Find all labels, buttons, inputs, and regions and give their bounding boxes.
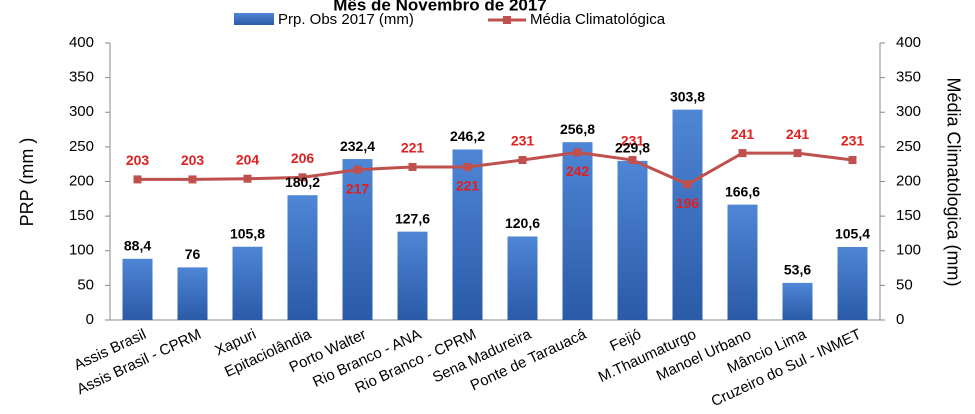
line-marker — [188, 175, 197, 184]
y-tick-label: 150 — [69, 207, 94, 224]
bar — [782, 282, 813, 320]
y2-tick-label: 250 — [896, 138, 921, 155]
bar-value-label: 127,6 — [395, 210, 430, 226]
line-marker — [628, 156, 637, 165]
legend-swatch — [503, 16, 511, 24]
bar — [287, 195, 318, 320]
bar-value-label: 88,4 — [124, 237, 151, 253]
y-tick-label: 100 — [69, 242, 94, 259]
line — [137, 150, 853, 186]
legend-label: Prp. Obs 2017 (mm) — [278, 11, 414, 28]
line-value-label: 203 — [126, 152, 150, 168]
line-value-label: 242 — [566, 163, 590, 179]
line-value-label: 217 — [346, 180, 370, 196]
y2-tick-label: 200 — [896, 172, 921, 189]
bar — [177, 267, 208, 320]
line-value-label: 221 — [456, 178, 480, 194]
bar-value-label: 76 — [185, 246, 201, 262]
bar — [562, 142, 593, 320]
line-marker — [463, 162, 472, 171]
bar-value-label: 246,2 — [450, 128, 485, 144]
bar — [122, 258, 153, 320]
line-marker — [848, 156, 857, 165]
line-value-label: 231 — [511, 133, 535, 149]
y2-tick-label: 350 — [896, 69, 921, 86]
line-value-label: 241 — [786, 126, 810, 142]
bar — [342, 159, 373, 320]
bar — [507, 236, 538, 320]
y2-tick-label: 400 — [896, 34, 921, 51]
line-marker — [408, 162, 417, 171]
line-marker — [683, 180, 692, 189]
bar — [617, 160, 648, 320]
line-value-label: 196 — [676, 195, 700, 211]
y2-axis-label: Média Climatologica (mm) — [943, 77, 963, 286]
line-marker — [243, 174, 252, 183]
line-value-label: 203 — [181, 152, 205, 168]
line-marker — [133, 175, 142, 184]
y-tick-label: 250 — [69, 138, 94, 155]
chart-title: Mês de Novembro de 2017 — [333, 0, 547, 14]
y-tick-label: 350 — [69, 69, 94, 86]
line-value-label: 231 — [621, 133, 645, 149]
bar-value-label: 105,4 — [835, 226, 870, 242]
bar — [232, 246, 263, 320]
line-marker — [353, 165, 362, 174]
bar-value-label: 256,8 — [560, 121, 595, 137]
bar-value-label: 303,8 — [670, 88, 705, 104]
bar — [397, 231, 428, 320]
line-value-label: 204 — [236, 151, 260, 167]
bar — [672, 109, 703, 320]
y-axis-label: PRP (mm ) — [17, 138, 37, 227]
y2-tick-label: 150 — [896, 207, 921, 224]
bar-value-label: 180,2 — [285, 174, 320, 190]
line-marker — [793, 149, 802, 158]
bar — [837, 247, 868, 320]
y2-tick-label: 50 — [896, 276, 913, 293]
legend-label: Média Climatológica — [530, 11, 666, 28]
line-value-label: 241 — [731, 126, 755, 142]
y2-tick-label: 0 — [896, 311, 904, 328]
line-marker — [738, 149, 747, 158]
line-value-label: 206 — [291, 150, 315, 166]
y-tick-label: 300 — [69, 103, 94, 120]
line-value-label: 221 — [401, 140, 425, 156]
y-tick-label: 400 — [69, 34, 94, 51]
line-marker — [298, 173, 307, 182]
y2-tick-label: 300 — [896, 103, 921, 120]
bar-value-label: 105,8 — [230, 225, 265, 241]
bar-value-label: 120,6 — [505, 215, 540, 231]
legend-swatch — [234, 13, 274, 25]
bar-value-label: 166,6 — [725, 183, 760, 199]
line-marker — [518, 156, 527, 165]
bar — [727, 204, 758, 320]
bar — [452, 149, 483, 320]
line-marker — [573, 148, 582, 157]
bar-value-label: 232,4 — [340, 138, 375, 154]
bar-value-label: 229,8 — [615, 140, 650, 156]
bar-value-label: 53,6 — [784, 262, 811, 278]
line-value-label: 231 — [841, 133, 865, 149]
y2-tick-label: 100 — [896, 242, 921, 259]
y-tick-label: 200 — [69, 172, 94, 189]
y-tick-label: 0 — [86, 311, 94, 328]
y-tick-label: 50 — [77, 276, 94, 293]
